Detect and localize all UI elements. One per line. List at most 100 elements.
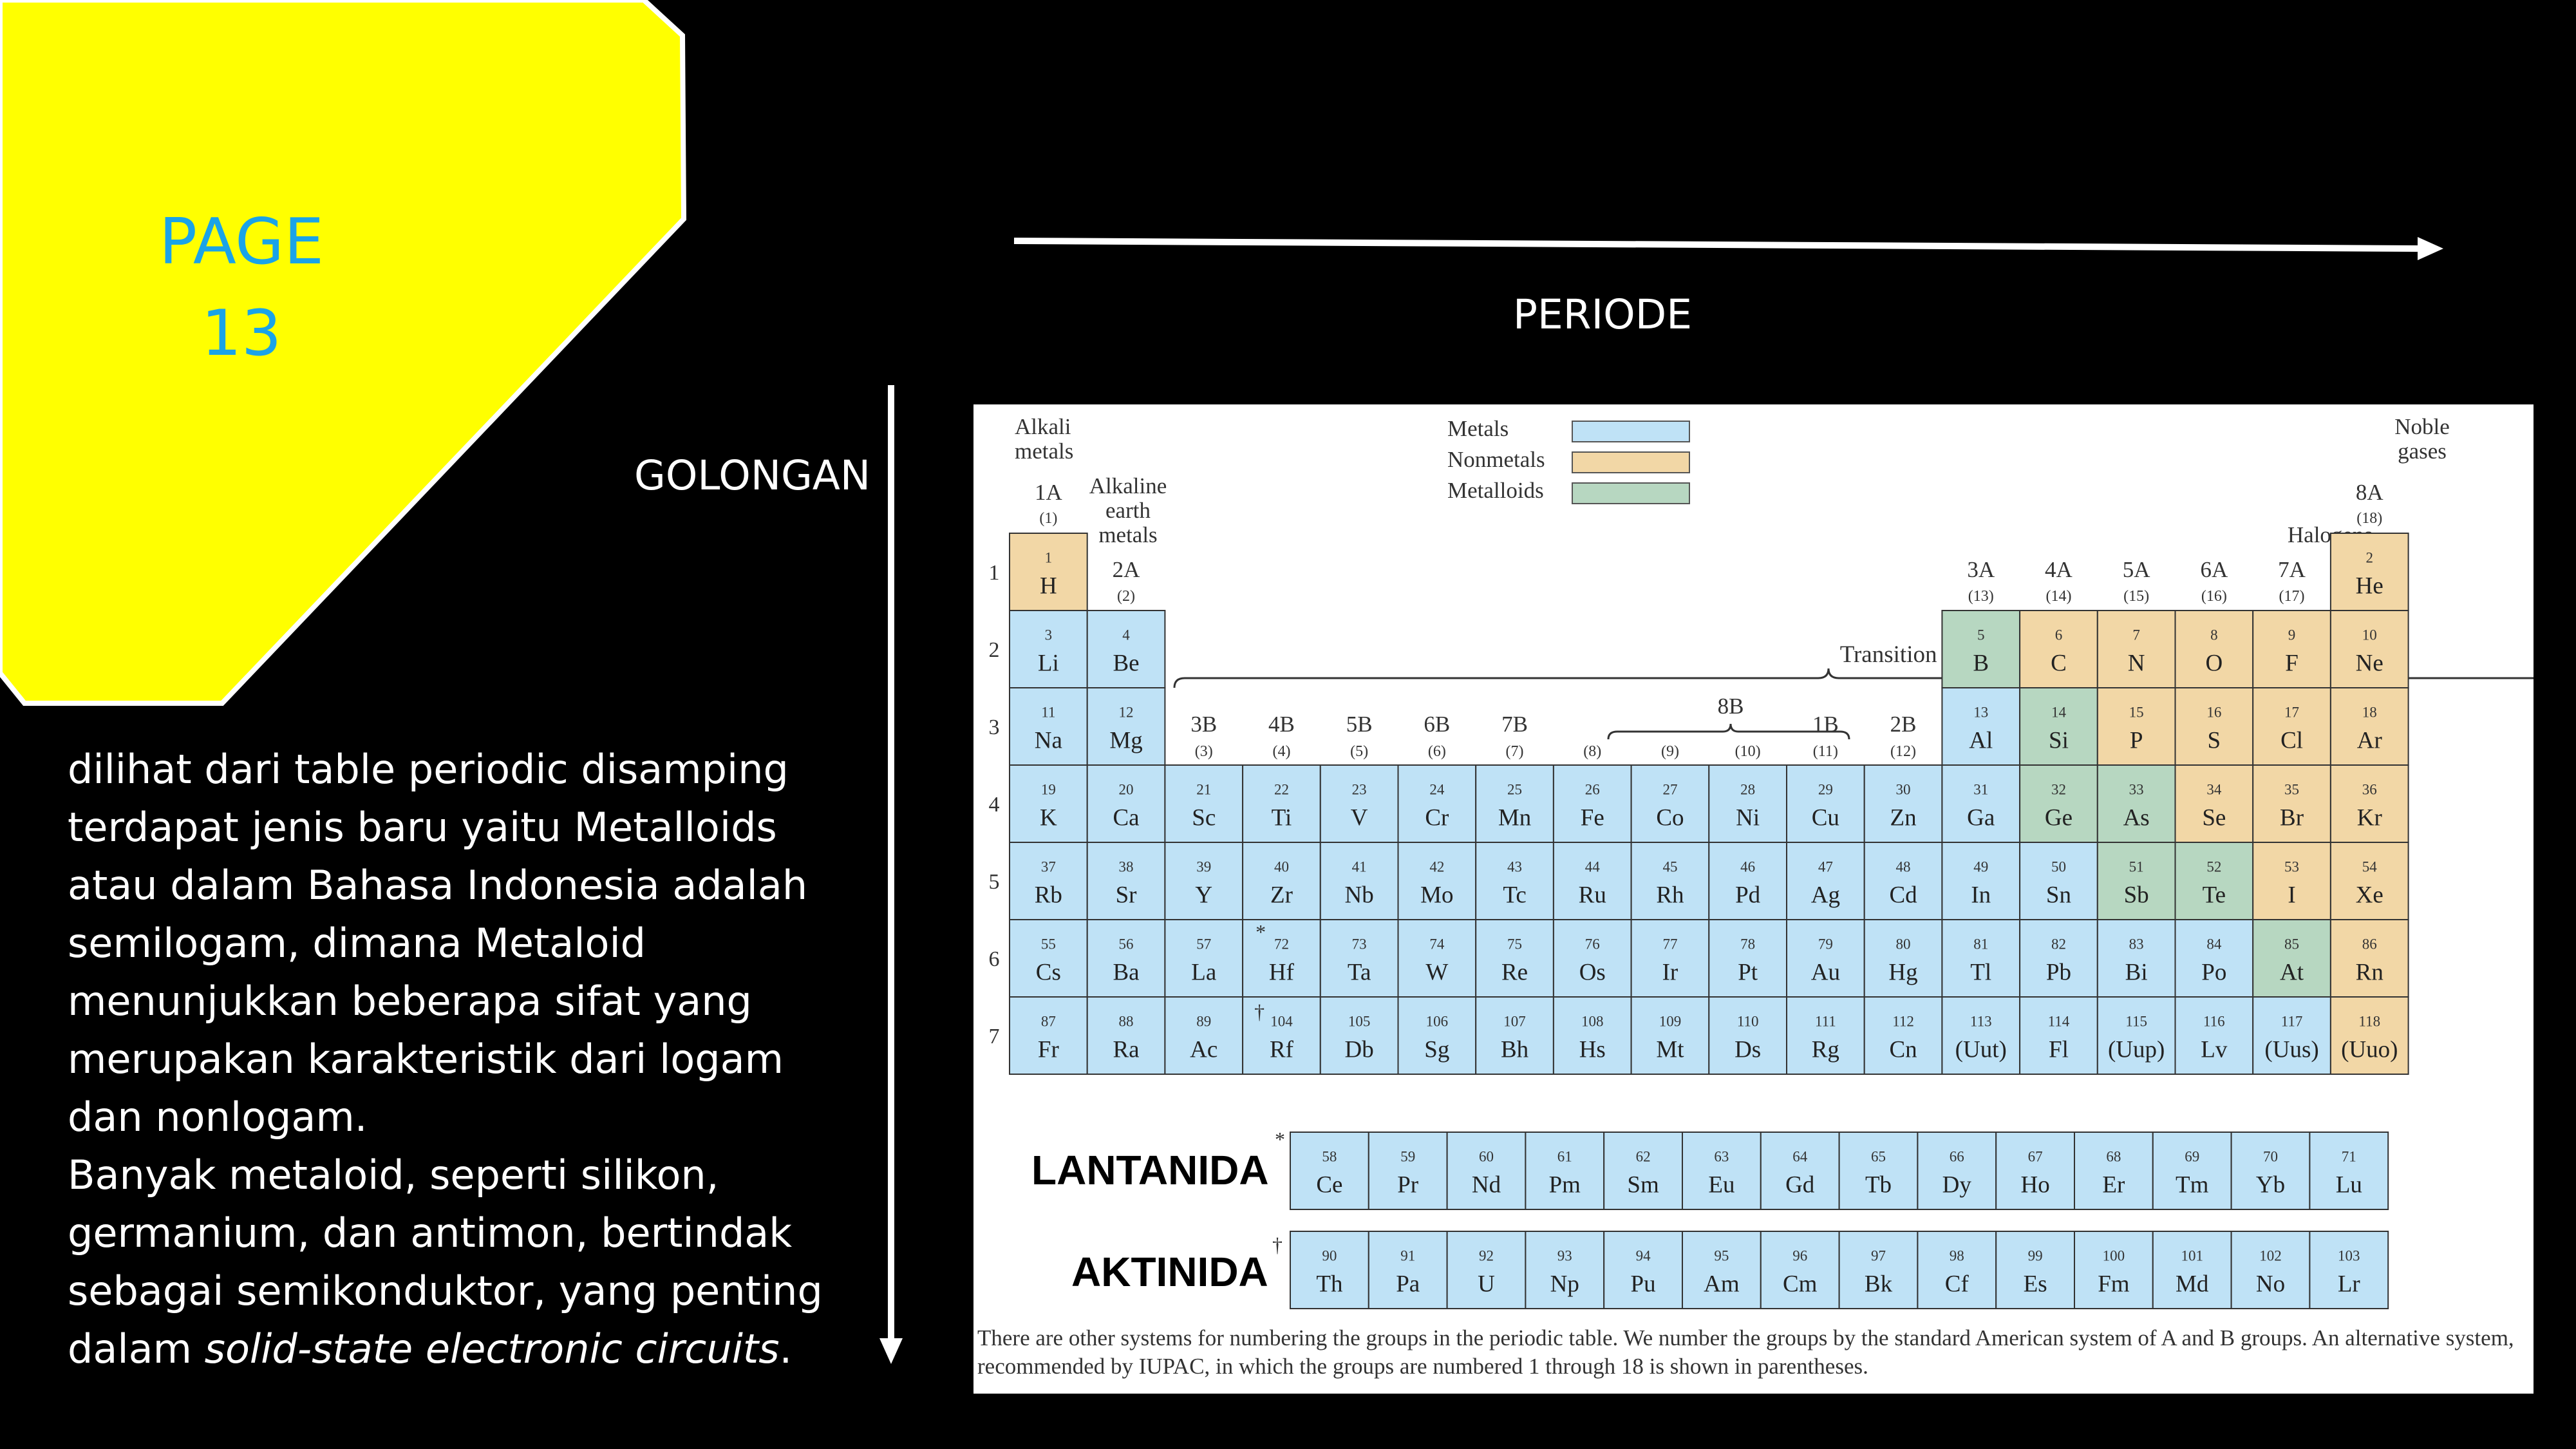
element-mo-box (1397, 842, 1477, 920)
description-p2-end: . (779, 1325, 793, 1372)
element-cn-number: 112 (1892, 1014, 1914, 1030)
group-16-iupac: (16) (2201, 588, 2227, 605)
element-nd-box (1446, 1132, 1527, 1210)
element-cu-symbol: Cu (1812, 805, 1839, 831)
element-uup-symbol: (Uup) (2108, 1037, 2165, 1063)
element-br: 35 Br (2252, 764, 2331, 843)
element-tb-symbol: Tb (1865, 1172, 1892, 1198)
group-5-iupac: (5) (1350, 743, 1368, 760)
element-ge-number: 32 (2051, 782, 2066, 798)
element-lu-symbol: Lu (2336, 1172, 2362, 1198)
element-at-box (2252, 919, 2331, 998)
transition-brace (1173, 668, 2534, 688)
element-si-box (2019, 687, 2098, 766)
element-eu-box (1682, 1132, 1762, 1210)
element-xe-symbol: Xe (2356, 882, 2383, 909)
element-mt: 109 Mt (1630, 996, 1710, 1075)
element-er-number: 68 (2106, 1149, 2121, 1165)
element-co: 27 Co (1630, 764, 1710, 843)
element-sg-box (1397, 996, 1477, 1075)
element-zr-number: 40 (1274, 859, 1289, 875)
element-ti-box (1242, 764, 1321, 843)
element-lr-box (2309, 1231, 2389, 1309)
element-ho-box (1995, 1132, 2075, 1210)
element-fr-symbol: Fr (1038, 1037, 1059, 1063)
element-cn: 112 Cn (1863, 996, 1943, 1075)
element-hg-number: 80 (1896, 936, 1911, 952)
group-11-iupac: (11) (1813, 743, 1838, 760)
element-er-symbol: Er (2102, 1172, 2125, 1198)
element-v-number: 23 (1352, 782, 1367, 798)
element-pb-number: 82 (2051, 936, 2066, 952)
element-nb-symbol: Nb (1345, 882, 1374, 909)
element-po-number: 84 (2206, 936, 2222, 952)
element-ta-symbol: Ta (1348, 960, 1371, 986)
element-fr: 87 Fr (1009, 996, 1088, 1075)
element-rh: 45 Rh (1630, 842, 1710, 920)
group-6-name: 6B (1424, 712, 1450, 737)
element-he-symbol: He (2356, 573, 2383, 600)
element-rf: 104 Rf (1242, 996, 1321, 1075)
element-s: 16 S (2174, 687, 2254, 766)
element-tm: 69 Tm (2152, 1132, 2232, 1210)
element-al: 13 Al (1941, 687, 2021, 766)
element-o-box (2174, 610, 2254, 688)
element-es-number: 99 (2028, 1248, 2043, 1264)
element-sr: 38 Sr (1086, 842, 1166, 920)
element-in-symbol: In (1971, 882, 1991, 909)
group-9-iupac: (9) (1661, 743, 1679, 760)
element-po-symbol: Po (2201, 960, 2226, 986)
element-po-box (2174, 919, 2254, 998)
element-sc-number: 21 (1196, 782, 1211, 798)
element-ds-box (1708, 996, 1788, 1075)
element-cd-number: 48 (1896, 859, 1911, 875)
element-u-number: 92 (1479, 1248, 1494, 1264)
element-tl-number: 81 (1973, 936, 1988, 952)
element-ne-box (2329, 610, 2409, 688)
element-es: 99 Es (1995, 1231, 2075, 1309)
element-zn-box (1863, 764, 1943, 843)
element-la-symbol: La (1191, 960, 1216, 986)
element-fm: 100 Fm (2074, 1231, 2154, 1309)
element-nd: 60 Nd (1446, 1132, 1527, 1210)
element-zn: 30 Zn (1863, 764, 1943, 843)
element-tc-box (1475, 842, 1554, 920)
element-kr: 36 Kr (2329, 764, 2409, 843)
element-cu: 29 Cu (1786, 764, 1865, 843)
element-yb-number: 70 (2263, 1149, 2278, 1165)
element-zr: 40 Zr (1242, 842, 1321, 920)
legend-swatch-metal (1572, 421, 1690, 442)
eight-b-brace (1607, 723, 1850, 740)
element-la-number: 57 (1196, 936, 1211, 952)
element-bi-number: 83 (2129, 936, 2144, 952)
element-tc-symbol: Tc (1503, 882, 1526, 909)
element-ho-symbol: Ho (2020, 1172, 2049, 1198)
element-sn: 50 Sn (2019, 842, 2098, 920)
period-number-2: 2 (989, 638, 1000, 662)
element-mn-box (1475, 764, 1554, 843)
element-cs: 55 Cs (1009, 919, 1088, 998)
element-re: 75 Re (1475, 919, 1554, 998)
element-ra-number: 88 (1119, 1014, 1134, 1030)
element-i: 53 I (2252, 842, 2331, 920)
group-14-iupac: (14) (2045, 588, 2071, 605)
element-ag-symbol: Ag (1811, 882, 1840, 909)
element-ag-box (1786, 842, 1865, 920)
description-paragraph-2: Banyak metaloid, seperti silikon, german… (68, 1146, 840, 1378)
element-pt: 78 Pt (1708, 919, 1788, 998)
element-rf-box (1242, 996, 1321, 1075)
element-mn: 25 Mn (1475, 764, 1554, 843)
element-be: 4 Be (1086, 610, 1166, 688)
period-number-5: 5 (989, 870, 1000, 894)
period-number-7: 7 (989, 1025, 1000, 1048)
element-dy-symbol: Dy (1942, 1172, 1972, 1198)
element-b-symbol: B (1973, 650, 1989, 677)
element-se-symbol: Se (2202, 805, 2226, 831)
element-se-number: 34 (2206, 782, 2222, 798)
element-s-box (2174, 687, 2254, 766)
element-pa-number: 91 (1400, 1248, 1415, 1264)
element-cn-symbol: Cn (1889, 1037, 1917, 1063)
element-xe: 54 Xe (2329, 842, 2409, 920)
element-os: 76 Os (1552, 919, 1632, 998)
element-al-number: 13 (1973, 705, 1988, 721)
